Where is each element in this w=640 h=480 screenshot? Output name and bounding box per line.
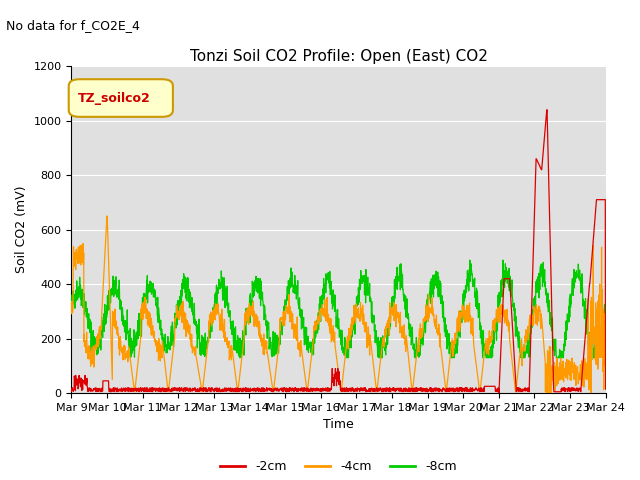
Text: No data for f_CO2E_4: No data for f_CO2E_4 (6, 19, 140, 32)
FancyBboxPatch shape (68, 79, 173, 117)
Y-axis label: Soil CO2 (mV): Soil CO2 (mV) (15, 186, 28, 274)
Title: Tonzi Soil CO2 Profile: Open (East) CO2: Tonzi Soil CO2 Profile: Open (East) CO2 (189, 48, 488, 63)
Legend: -2cm, -4cm, -8cm: -2cm, -4cm, -8cm (215, 456, 462, 479)
Text: TZ_soilco2: TZ_soilco2 (78, 92, 150, 105)
X-axis label: Time: Time (323, 419, 354, 432)
